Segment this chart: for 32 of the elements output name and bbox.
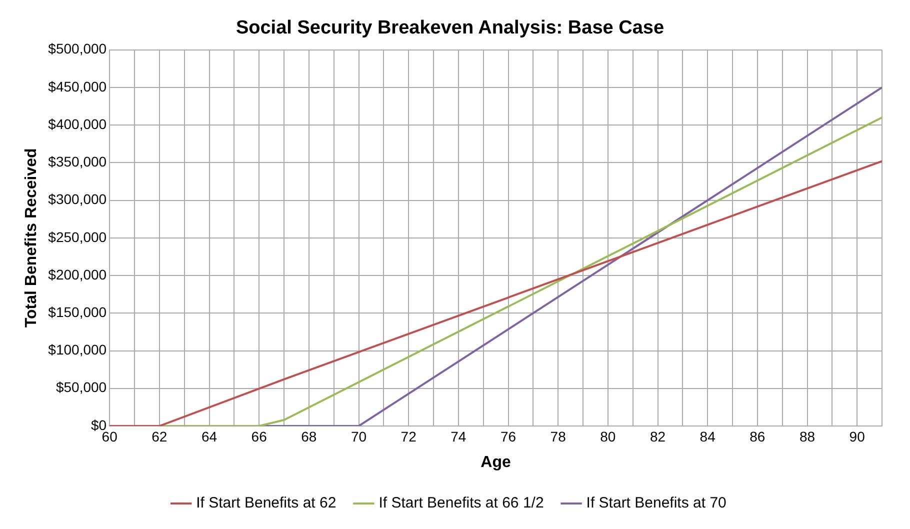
x-tick-label: 64 [201,428,218,444]
x-tick-label: 62 [152,428,168,444]
y-tick-label: $450,000 [48,78,107,94]
x-tick-label: 76 [500,428,516,444]
x-tick-label: 66 [251,428,268,444]
x-tick-label: 74 [450,428,466,444]
y-tick-label: $150,000 [48,304,107,320]
y-tick-label: $300,000 [48,191,107,208]
x-tick-label: 80 [600,428,616,444]
y-tick-label: $50,000 [56,379,107,396]
legend-label: If Start Benefits at 66 1/2 [378,494,544,512]
x-tick-label: 70 [350,428,367,444]
y-tick-label: $350,000 [48,154,107,170]
y-axis-title: Total Benefits Received [23,148,40,328]
x-tick-label: 88 [799,428,816,444]
y-tick-label: $100,000 [48,342,107,358]
y-tick-label: $200,000 [48,266,107,282]
y-tick-label: $400,000 [48,116,107,132]
legend-label: If Start Benefits at 70 [586,494,726,512]
y-tick-label: $0 [91,416,107,433]
chart-title: Social Security Breakeven Analysis: Base Case [236,18,664,39]
legend-label: If Start Benefits at 62 [196,494,336,512]
y-tick-label: $250,000 [48,228,107,245]
x-tick-label: 84 [700,428,716,444]
x-tick-label: 68 [301,428,317,444]
x-tick-label: 90 [849,428,866,444]
y-tick-label: $500,000 [48,40,107,57]
x-tick-label: 86 [750,428,766,444]
x-tick-label: 82 [650,428,666,444]
x-tick-label: 78 [550,428,566,444]
x-axis-title: Age [480,454,512,471]
x-tick-label: 72 [400,428,417,444]
